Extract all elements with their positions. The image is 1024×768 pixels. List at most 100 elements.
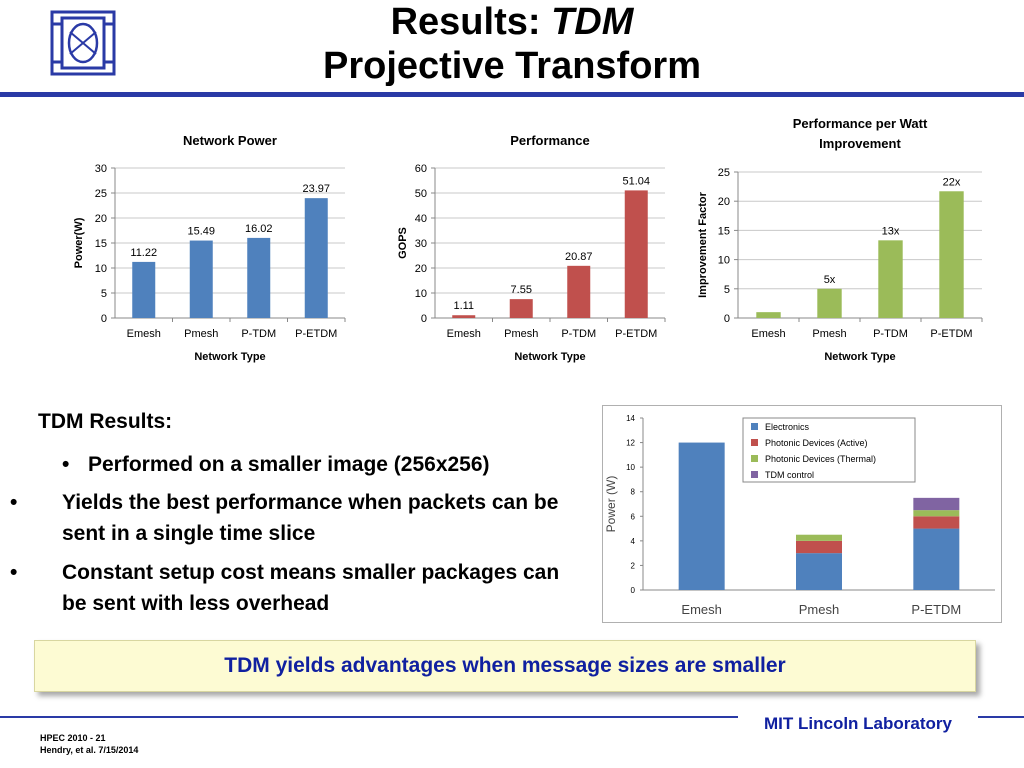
bullet-3: • Constant setup cost means smaller packa… bbox=[10, 561, 560, 615]
data-label: 5x bbox=[824, 274, 836, 286]
bar bbox=[247, 237, 271, 318]
y-tick-label: 8 bbox=[631, 488, 636, 497]
chart-title-line: Performance per Watt bbox=[793, 116, 928, 131]
x-tick-label: P-ETDM bbox=[911, 602, 961, 617]
power-breakdown-chart: 0 2 4 6 8 10 12 14 Emesh Pmesh P-ETDM Power (W) Elec… bbox=[604, 414, 995, 617]
y-tick-label: 6 bbox=[631, 512, 636, 521]
x-tick-label: Pmesh bbox=[184, 328, 218, 340]
y-tick-label: 15 bbox=[718, 225, 730, 237]
legend-label: TDM control bbox=[765, 470, 814, 480]
bar bbox=[304, 198, 328, 318]
y-tick-label: 20 bbox=[718, 196, 730, 208]
y-tick-label: 0 bbox=[101, 313, 107, 325]
x-tick-label: P-TDM bbox=[241, 328, 276, 340]
bar bbox=[509, 299, 533, 318]
data-label: 16.02 bbox=[245, 223, 273, 235]
y-tick-label: 40 bbox=[415, 213, 427, 225]
y-tick-label: 10 bbox=[415, 288, 427, 300]
y-axis-label: Improvement Factor bbox=[697, 191, 709, 297]
stacked-bar-segment bbox=[796, 534, 842, 541]
stacked-bar-segment bbox=[796, 553, 842, 590]
x-tick-label: P-TDM bbox=[561, 328, 596, 340]
x-axis-label: Network Type bbox=[514, 351, 585, 363]
y-tick-label: 25 bbox=[95, 188, 107, 200]
data-label: 20.87 bbox=[565, 251, 593, 263]
y-tick-label: 0 bbox=[631, 586, 636, 595]
title-prefix: Results: bbox=[390, 1, 552, 43]
legend-swatch bbox=[751, 471, 758, 478]
x-tick-label: Emesh bbox=[751, 328, 785, 340]
bar bbox=[452, 315, 476, 318]
footer-bar bbox=[0, 716, 1024, 718]
title-emphasis: TDM bbox=[551, 1, 634, 43]
bullet-2-text: Yields the best performance when packets… bbox=[62, 491, 559, 545]
y-tick-label: 10 bbox=[95, 263, 107, 275]
y-tick-label: 50 bbox=[415, 188, 427, 200]
chart-title: Performance bbox=[510, 133, 589, 148]
bullet-1-text: Performed on a smaller image (256x256) bbox=[88, 453, 490, 476]
results-heading: TDM Results: bbox=[38, 410, 173, 433]
y-tick-label: 5 bbox=[101, 288, 107, 300]
bar bbox=[756, 312, 781, 318]
legend-swatch bbox=[751, 439, 758, 446]
y-axis-label: GOPS bbox=[397, 227, 409, 259]
data-label: 1.11 bbox=[453, 300, 474, 312]
legend-label: Photonic Devices (Active) bbox=[765, 438, 868, 448]
bullet-1: • Performed on a smaller image (256x256) bbox=[62, 453, 490, 476]
x-axis-label: Network Type bbox=[824, 351, 895, 363]
chart-title-line: Improvement bbox=[819, 136, 901, 151]
bar bbox=[939, 191, 964, 318]
y-tick-label: 10 bbox=[718, 255, 730, 267]
perf-per-watt-chart: Performance per Watt Improvement 0 5 10 15 20 2… bbox=[697, 116, 983, 363]
x-tick-label: Emesh bbox=[447, 328, 481, 340]
x-tick-label: P-ETDM bbox=[295, 328, 337, 340]
legend-swatch bbox=[751, 423, 758, 430]
x-tick-label: Pmesh bbox=[799, 602, 839, 617]
y-tick-label: 0 bbox=[724, 313, 730, 325]
data-label: 11.22 bbox=[130, 247, 157, 259]
bar bbox=[817, 288, 842, 318]
slide-title: Results: TDM Projective Transform bbox=[0, 0, 1024, 88]
footer-lab-name: MIT Lincoln Laboratory bbox=[738, 712, 978, 736]
stacked-bar-segment bbox=[913, 510, 960, 517]
stacked-bar-segment bbox=[913, 528, 960, 590]
bar bbox=[567, 265, 591, 318]
conclusion-callout: TDM yields advantages when message sizes… bbox=[34, 640, 976, 692]
data-label: 23.97 bbox=[302, 183, 330, 195]
x-tick-label: Pmesh bbox=[504, 328, 538, 340]
x-tick-label: P-ETDM bbox=[615, 328, 657, 340]
data-label: 51.04 bbox=[622, 175, 650, 187]
bullet-3-text: Constant setup cost means smaller packag… bbox=[62, 561, 560, 615]
title-line2: Projective Transform bbox=[322, 45, 702, 87]
x-tick-label: Emesh bbox=[681, 602, 721, 617]
bar bbox=[189, 240, 213, 318]
chart-title: Network Power bbox=[183, 133, 277, 148]
y-tick-label: 10 bbox=[626, 463, 635, 472]
footer-info: HPEC 2010 - 21 Hendry, et al. 7/15/2014 bbox=[40, 732, 138, 756]
y-tick-label: 4 bbox=[631, 537, 636, 546]
stacked-bar-segment bbox=[678, 442, 725, 590]
data-label: 22x bbox=[943, 176, 961, 188]
data-label: 13x bbox=[882, 225, 900, 237]
y-tick-label: 20 bbox=[415, 263, 427, 275]
y-axis-label: Power(W) bbox=[73, 217, 85, 268]
bar bbox=[132, 261, 156, 318]
y-tick-label: 2 bbox=[631, 561, 636, 570]
y-tick-label: 5 bbox=[724, 284, 730, 296]
data-label: 15.49 bbox=[187, 226, 215, 238]
mit-ll-logo bbox=[50, 10, 116, 76]
legend-label: Photonic Devices (Thermal) bbox=[765, 454, 876, 464]
footer-event: HPEC 2010 - 21 bbox=[40, 733, 106, 743]
stacked-bar-segment bbox=[796, 540, 842, 554]
bullet-2: • Yields the best performance when packet… bbox=[10, 491, 559, 545]
bar bbox=[878, 240, 903, 318]
y-tick-label: 60 bbox=[415, 163, 427, 175]
power-breakdown-panel: 0 2 4 6 8 10 12 14 Emesh Pmesh P-ETDM Power (W) Elec… bbox=[602, 405, 1002, 623]
network-power-chart: Network Power 0 5 10 15 20 25 30 Emesh 11.22 Pmesh… bbox=[73, 133, 346, 363]
y-tick-label: 30 bbox=[95, 163, 107, 175]
x-tick-label: Emesh bbox=[127, 328, 161, 340]
x-tick-label: P-TDM bbox=[873, 328, 908, 340]
y-tick-label: 12 bbox=[626, 439, 635, 448]
x-tick-label: Pmesh bbox=[812, 328, 846, 340]
x-axis-label: Network Type bbox=[194, 351, 265, 363]
